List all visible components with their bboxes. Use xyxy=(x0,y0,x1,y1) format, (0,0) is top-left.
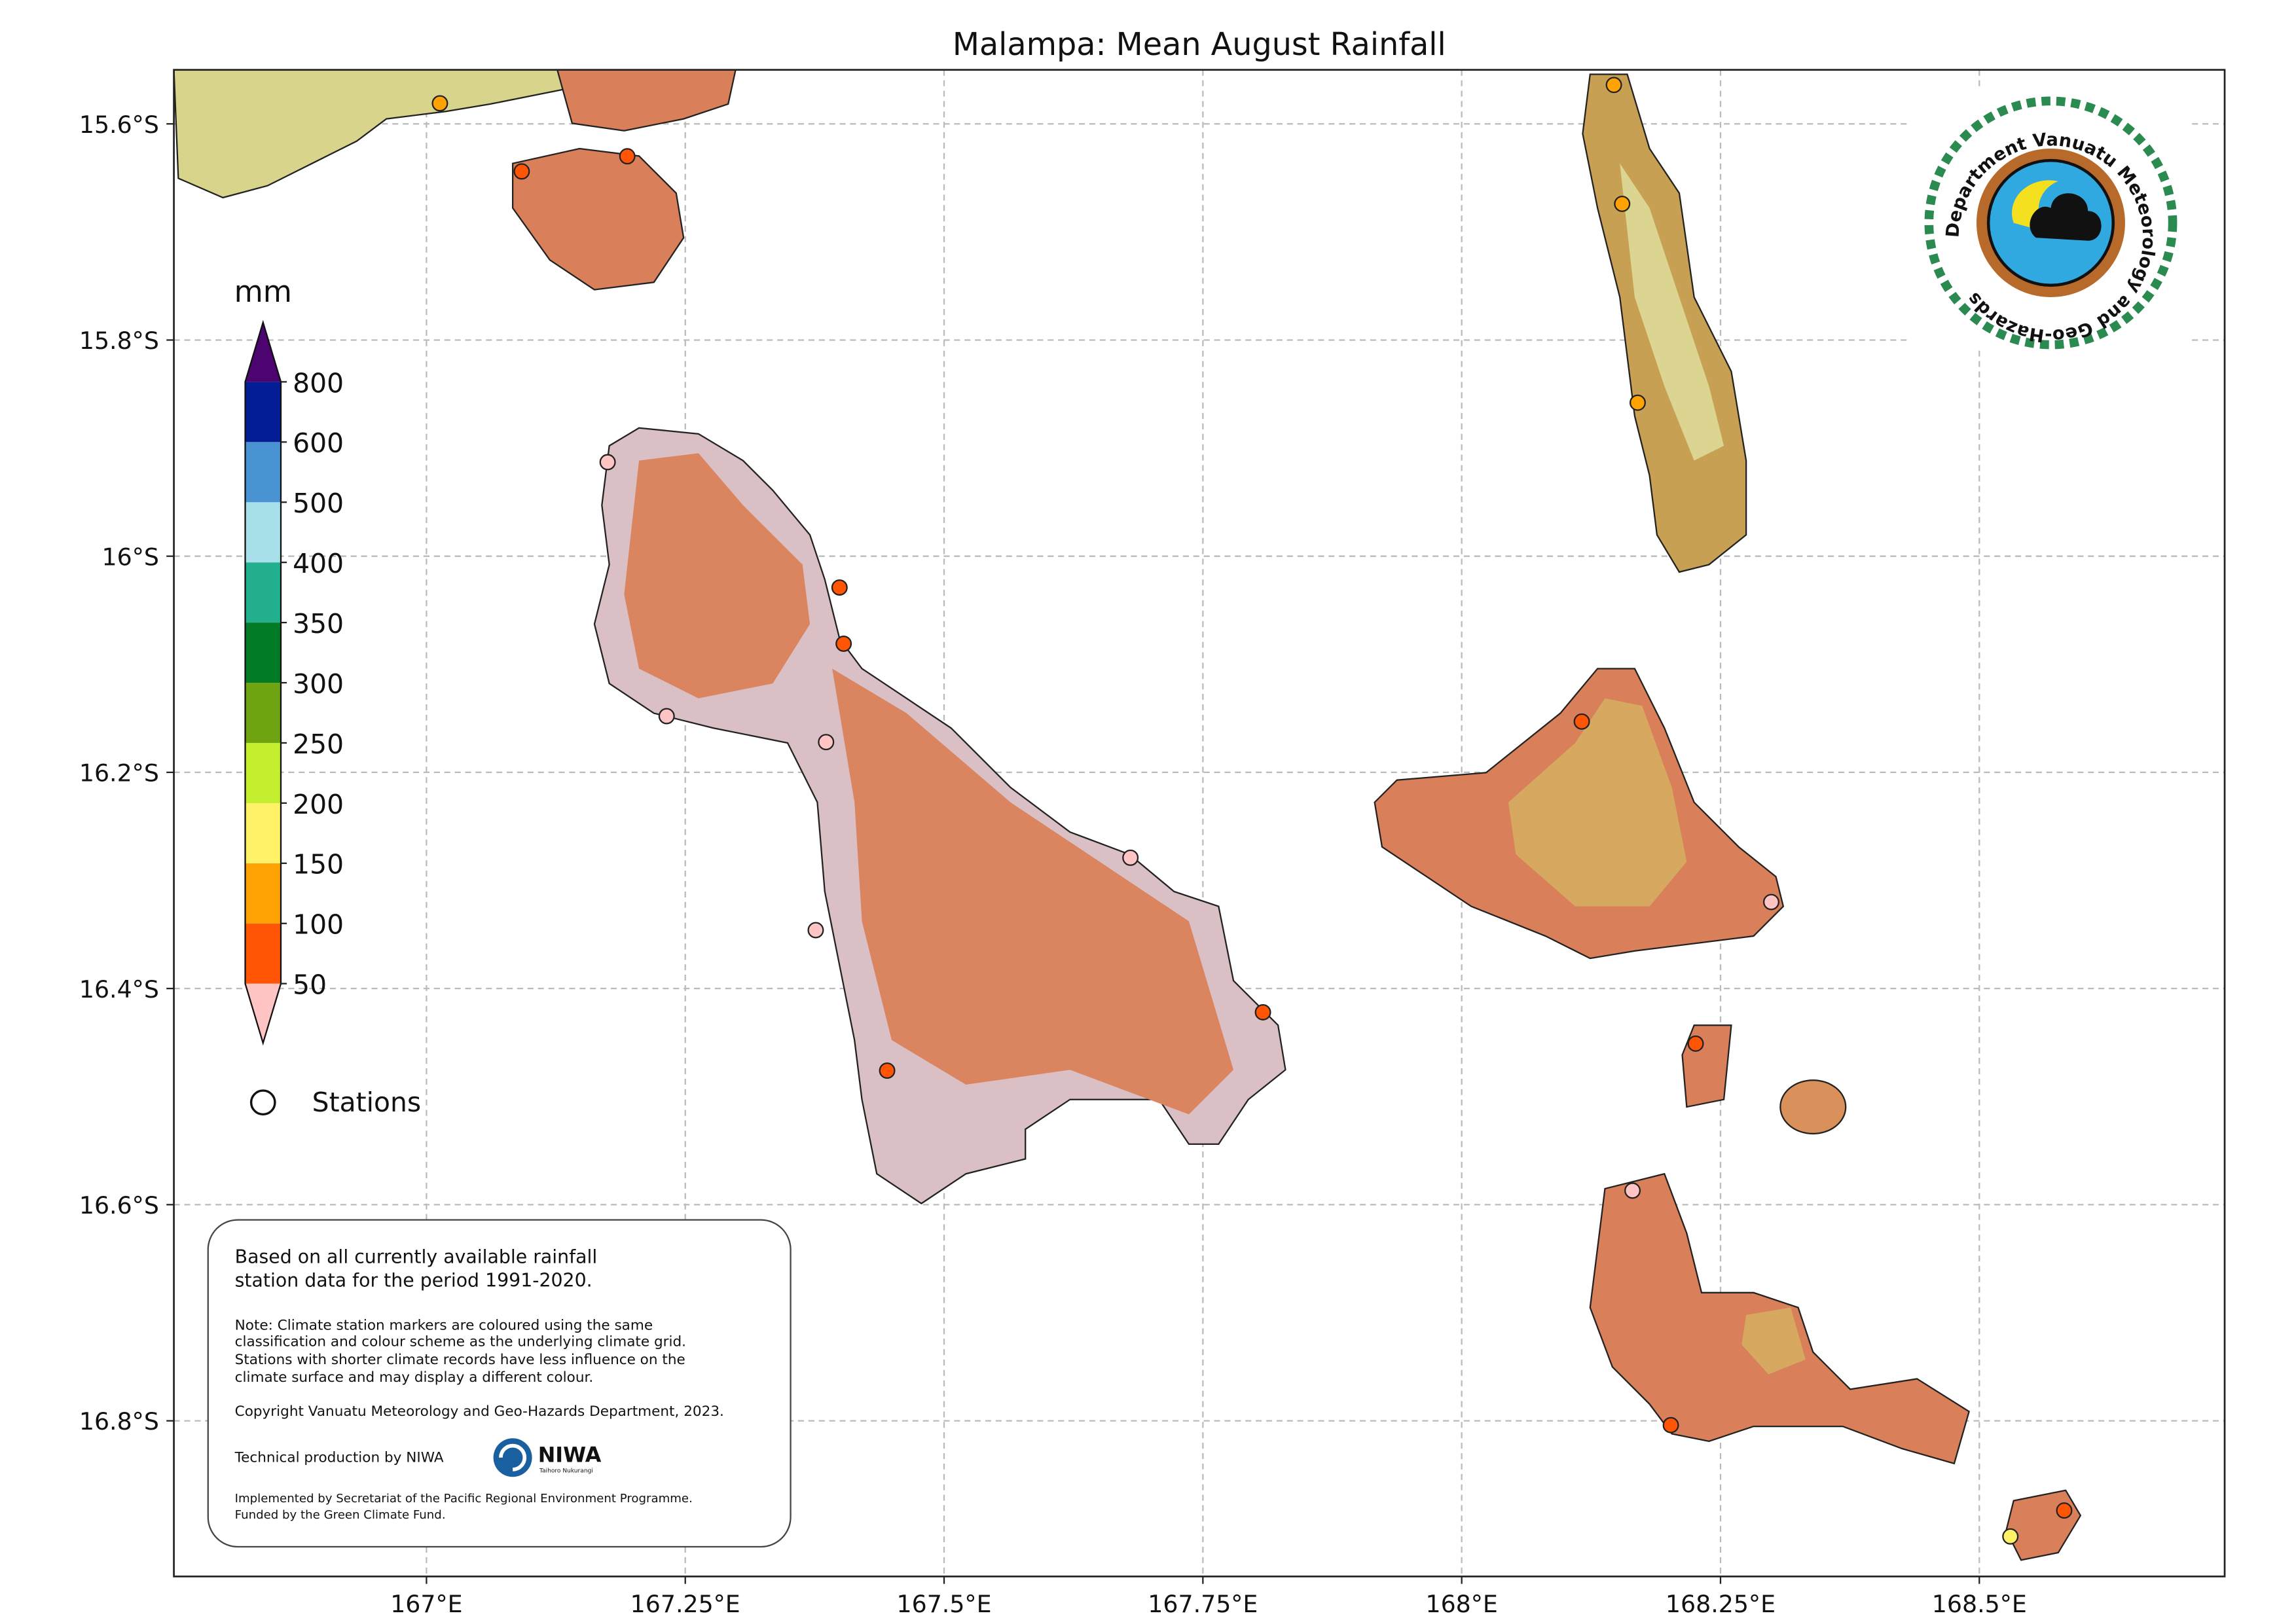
x-tick-label: 167°E xyxy=(390,1590,462,1618)
colorbar-unit: mm xyxy=(234,274,292,309)
legend-label: Stations xyxy=(312,1087,422,1118)
islands xyxy=(173,69,2082,1561)
station xyxy=(831,579,848,596)
note-lead: station data for the period 1991-2020. xyxy=(235,1270,592,1291)
colorbar-label: 150 xyxy=(293,849,344,880)
colorbar-segment xyxy=(245,742,282,803)
island-inner xyxy=(832,668,1234,1115)
station xyxy=(2002,1528,2019,1545)
station xyxy=(879,1062,896,1079)
colorbar-under xyxy=(245,983,282,1043)
station xyxy=(1614,195,1631,212)
island xyxy=(511,147,685,291)
axes: 167°E 167.25°E 167.5°E 167.75°E 168°E 168.25°… xyxy=(79,111,2027,1618)
station xyxy=(1629,394,1646,411)
niwa-tagline: Taihoro Nukurangi xyxy=(539,1468,593,1474)
note-production: Technical production by NIWA xyxy=(234,1450,444,1466)
note-detail: Note: Climate station markers are colour… xyxy=(235,1318,653,1334)
station xyxy=(1254,1003,1271,1020)
colorbar-segment xyxy=(245,683,282,743)
colorbar-label: 600 xyxy=(293,427,344,459)
note-detail: climate surface and may display a differ… xyxy=(235,1369,594,1386)
legend-marker xyxy=(249,1089,276,1116)
note-copyright: Copyright Vanuatu Meteorology and Geo-Ha… xyxy=(235,1403,724,1420)
station xyxy=(1662,1416,1679,1434)
colorbar-label: 200 xyxy=(293,789,344,820)
station xyxy=(513,163,530,180)
colorbar-segment xyxy=(245,442,282,503)
colorbar-label: 500 xyxy=(293,488,344,519)
y-tick-label: 16.8°S xyxy=(79,1407,159,1435)
colorbar-label: 350 xyxy=(293,608,344,640)
station xyxy=(2056,1502,2073,1519)
station xyxy=(1762,893,1779,911)
island-inner xyxy=(1741,1307,1806,1375)
island-inner xyxy=(1620,163,1724,461)
colorbar-label: 250 xyxy=(293,729,344,760)
island xyxy=(1681,1024,1732,1108)
map-title: Malampa: Mean August Rainfall xyxy=(953,27,1446,63)
colorbar-label: 50 xyxy=(293,969,327,1001)
station xyxy=(1122,849,1139,866)
station xyxy=(1573,713,1590,730)
colorbar-segment xyxy=(245,803,282,863)
note-box xyxy=(207,1219,792,1548)
colorbar-label: 400 xyxy=(293,548,344,579)
note-detail: classification and colour scheme as the … xyxy=(235,1334,686,1350)
y-tick-label: 16.4°S xyxy=(79,975,159,1003)
y-tick-label: 16°S xyxy=(102,543,159,571)
logo-sun xyxy=(2012,180,2058,234)
station xyxy=(619,148,636,165)
map-frame xyxy=(173,69,2226,1578)
note-funding: Implemented by Secretariat of the Pacifi… xyxy=(235,1492,693,1506)
island-inner xyxy=(624,453,811,698)
colorbar-segment xyxy=(245,562,282,623)
station xyxy=(1687,1035,1704,1052)
niwa-icon-swirl xyxy=(499,1443,527,1471)
station xyxy=(1605,77,1622,94)
x-tick-label: 168.5°E xyxy=(1932,1590,2027,1618)
y-tick-label: 16.6°S xyxy=(79,1191,159,1219)
niwa-name: NIWA xyxy=(538,1444,602,1468)
logo-laurel xyxy=(1924,96,2178,350)
colorbar-segment xyxy=(245,923,282,984)
station xyxy=(658,708,675,725)
y-tick-label: 15.8°S xyxy=(79,327,159,355)
y-tick-label: 15.6°S xyxy=(79,111,159,139)
x-tick-label: 167.5°E xyxy=(897,1590,992,1618)
x-tick-label: 167.75°E xyxy=(1148,1590,1258,1618)
colorbar-label: 300 xyxy=(293,668,344,700)
colorbar-segment xyxy=(245,382,282,442)
x-tick-label: 168.25°E xyxy=(1666,1590,1776,1618)
island-inner xyxy=(1508,698,1687,907)
colorbar-over xyxy=(245,322,282,382)
station xyxy=(599,454,616,471)
station xyxy=(431,95,448,112)
station xyxy=(807,922,824,939)
colorbar-segment xyxy=(245,502,282,563)
station xyxy=(818,734,835,751)
island xyxy=(1779,1079,1847,1135)
colorbar-label: 100 xyxy=(293,909,344,941)
x-tick-label: 168°E xyxy=(1425,1590,1497,1618)
logo: Department Vanuatu Meteorology and Geo-H… xyxy=(1909,89,2193,350)
stations xyxy=(431,77,2073,1545)
note-detail: Stations with shorter climate records ha… xyxy=(235,1352,685,1368)
y-tick-label: 16.2°S xyxy=(79,759,159,787)
station xyxy=(1624,1182,1641,1199)
x-tick-label: 167.25°E xyxy=(630,1590,740,1618)
note-lead: Based on all currently available rainfal… xyxy=(235,1246,598,1267)
station xyxy=(835,635,852,652)
colorbar-label: 800 xyxy=(293,367,344,399)
colorbar-segment xyxy=(245,863,282,924)
colorbar-segment xyxy=(245,623,282,683)
note-funding: Funded by the Green Climate Fund. xyxy=(235,1508,446,1522)
colorbar: 50 100 150 200 250 300 350 400 500 600 800 xyxy=(244,319,344,1046)
logo-cloud xyxy=(2030,193,2102,241)
